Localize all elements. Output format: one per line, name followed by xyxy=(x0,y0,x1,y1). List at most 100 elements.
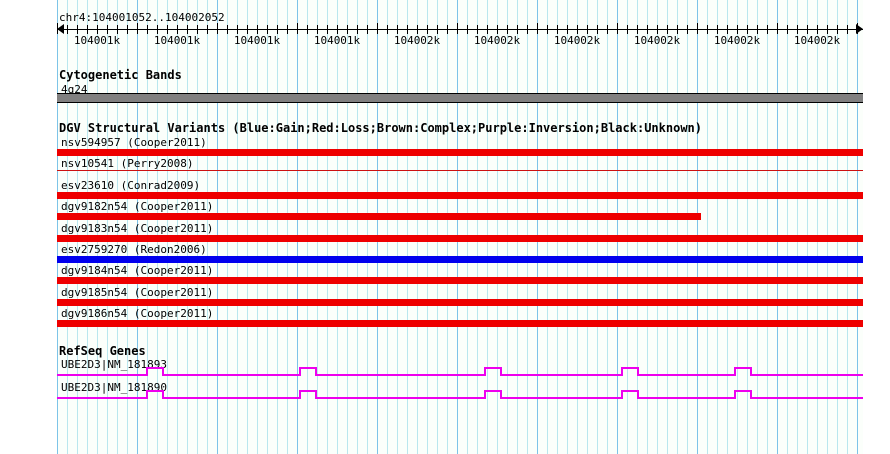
gridline xyxy=(387,0,388,454)
ruler-tick xyxy=(717,25,718,34)
refseq-gene-segment[interactable] xyxy=(314,374,485,376)
refseq-gene-segment[interactable] xyxy=(637,374,735,376)
dgv-track-label: dgv9183n54 (Cooper2011) xyxy=(61,222,214,235)
ruler-tick xyxy=(247,25,248,34)
gridline xyxy=(377,0,378,454)
refseq-gene-segment[interactable] xyxy=(298,390,315,392)
cytoband-bar[interactable] xyxy=(57,93,863,103)
cytogenetic-bands-title: Cytogenetic Bands xyxy=(59,68,182,82)
refseq-gene-riser xyxy=(484,390,487,399)
ruler-tick xyxy=(57,23,58,34)
dgv-track-label: dgv9185n54 (Cooper2011) xyxy=(61,286,214,299)
refseq-gene-segment[interactable] xyxy=(500,397,622,399)
refseq-gene-segment[interactable] xyxy=(161,374,299,376)
ruler-tick xyxy=(447,25,448,34)
gridline xyxy=(447,0,448,454)
gridline xyxy=(527,0,528,454)
dgv-track-label: nsv594957 (Cooper2011) xyxy=(61,136,207,149)
refseq-gene-segment[interactable] xyxy=(750,374,863,376)
ruler-axis xyxy=(57,29,863,30)
ruler-tick xyxy=(637,25,638,34)
dgv-variant-bar[interactable] xyxy=(57,149,863,156)
ruler-tick xyxy=(757,25,758,34)
refseq-gene-segment[interactable] xyxy=(637,397,735,399)
gridline xyxy=(307,0,308,454)
gridline xyxy=(817,0,818,454)
refseq-gene-segment[interactable] xyxy=(734,367,751,369)
ruler-tick xyxy=(227,25,228,34)
ruler-tick xyxy=(217,23,218,34)
gridline xyxy=(537,0,538,454)
dgv-variant-bar[interactable] xyxy=(57,277,863,284)
ruler-tick xyxy=(627,25,628,34)
ruler-tick xyxy=(267,25,268,34)
ruler-tick xyxy=(287,25,288,34)
dgv-variant-bar[interactable] xyxy=(57,235,863,242)
gridline xyxy=(787,0,788,454)
ruler-tick xyxy=(537,23,538,34)
ruler-tick xyxy=(87,25,88,34)
ruler-tick xyxy=(467,25,468,34)
ruler-tick xyxy=(67,25,68,34)
refseq-gene-segment[interactable] xyxy=(145,367,162,369)
refseq-gene-riser xyxy=(500,390,503,399)
gridline xyxy=(357,0,358,454)
ruler-tick xyxy=(787,25,788,34)
gridline xyxy=(267,0,268,454)
refseq-gene-segment[interactable] xyxy=(750,397,863,399)
ruler-tick xyxy=(557,25,558,34)
gridline xyxy=(837,0,838,454)
refseq-gene-label: UBE2D3|NM_181893 xyxy=(61,358,167,371)
refseq-gene-segment[interactable] xyxy=(621,390,638,392)
refseq-gene-riser xyxy=(621,390,624,399)
refseq-gene-segment[interactable] xyxy=(161,397,299,399)
dgv-variant-bar[interactable] xyxy=(57,192,863,199)
gridline xyxy=(777,0,778,454)
refseq-gene-riser xyxy=(298,367,301,376)
ruler-tick xyxy=(137,23,138,34)
gridline xyxy=(347,0,348,454)
gridline xyxy=(397,0,398,454)
ruler-tick-label: 104002k xyxy=(473,34,521,47)
ruler-tick xyxy=(587,25,588,34)
dgv-variant-bar[interactable] xyxy=(57,170,863,171)
gridline xyxy=(437,0,438,454)
arrow-left-icon xyxy=(57,24,64,34)
dgv-variant-bar[interactable] xyxy=(57,213,701,220)
gridline xyxy=(707,0,708,454)
ruler-tick xyxy=(857,23,858,34)
refseq-gene-segment[interactable] xyxy=(484,390,501,392)
dgv-variant-bar[interactable] xyxy=(57,256,863,263)
refseq-gene-riser xyxy=(145,390,148,399)
refseq-gene-segment[interactable] xyxy=(57,397,146,399)
gridline xyxy=(637,0,638,454)
refseq-gene-segment[interactable] xyxy=(298,367,315,369)
refseq-gene-segment[interactable] xyxy=(621,367,638,369)
gridline xyxy=(747,0,748,454)
refseq-gene-segment[interactable] xyxy=(314,397,485,399)
refseq-gene-segment[interactable] xyxy=(500,374,622,376)
dgv-variant-bar[interactable] xyxy=(57,320,863,327)
ruler-tick-label: 104001k xyxy=(233,34,281,47)
ruler-tick xyxy=(567,25,568,34)
ruler-tick xyxy=(257,25,258,34)
dgv-track-title: DGV Structural Variants (Blue:Gain;Red:L… xyxy=(59,121,702,135)
ruler-tick xyxy=(187,25,188,34)
dgv-variant-bar[interactable] xyxy=(57,299,863,306)
ruler-tick xyxy=(207,25,208,34)
ruler-tick xyxy=(677,25,678,34)
ruler-tick-label: 104002k xyxy=(633,34,681,47)
gridline xyxy=(857,0,858,454)
refseq-gene-riser xyxy=(734,390,737,399)
gridline xyxy=(507,0,508,454)
ruler-tick xyxy=(127,25,128,34)
refseq-gene-riser xyxy=(637,367,640,376)
gridline xyxy=(247,0,248,454)
refseq-gene-segment[interactable] xyxy=(734,390,751,392)
gridline xyxy=(727,0,728,454)
refseq-gene-segment[interactable] xyxy=(484,367,501,369)
refseq-gene-segment[interactable] xyxy=(145,390,162,392)
gridline xyxy=(567,0,568,454)
refseq-gene-segment[interactable] xyxy=(57,374,146,376)
ruler-tick xyxy=(657,25,658,34)
